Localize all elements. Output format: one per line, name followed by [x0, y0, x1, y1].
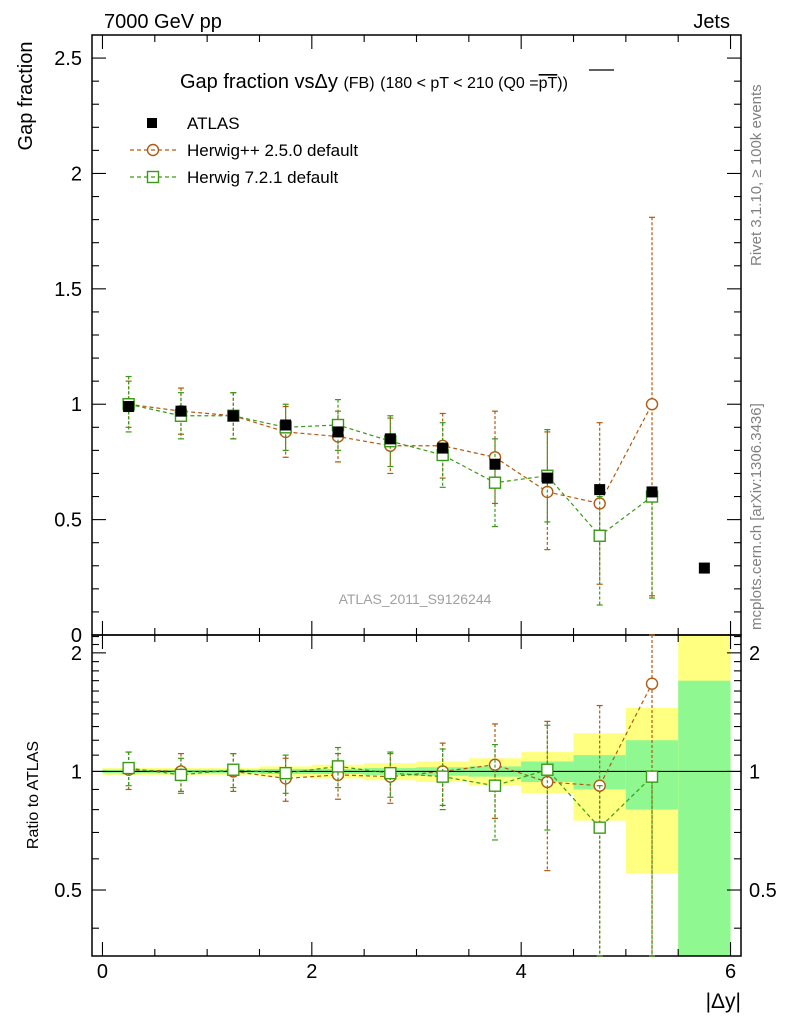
main-atlas-point — [227, 410, 239, 422]
legend-label-herwig7: Herwig 7.2.1 default — [187, 168, 338, 187]
rivet-version-label: Rivet 3.1.10, ≥ 100k events — [748, 84, 765, 266]
main-ytick-label: 2 — [71, 163, 82, 185]
main-ytick-label: 2.5 — [54, 48, 82, 70]
legend-label-herwigpp: Herwig++ 2.5.0 default — [187, 141, 358, 160]
ratio-xlabel: |Δy| — [706, 990, 741, 1013]
mcplots-reference-label: mcplots.cern.ch [arXiv:1306.3436] — [748, 403, 765, 630]
header-energy-label: 7000 GeV pp — [104, 11, 222, 33]
main-atlas-point — [280, 419, 292, 431]
ratio-herwig7-line — [128, 765, 653, 829]
main-atlas-point — [123, 401, 135, 413]
legend-marker-herwig7 — [146, 170, 160, 184]
main-herwig7-point — [593, 529, 606, 542]
ratio-xtick-label: 4 — [516, 961, 527, 983]
ratio-herwig7-point — [645, 770, 659, 783]
title-pt: pT — [539, 75, 558, 92]
ratio-ytick-label: 1 — [71, 761, 82, 783]
main-atlas-point — [384, 433, 396, 445]
analysis-watermark: ATLAS_2011_S9126244 — [339, 591, 492, 607]
ratio-ytick-label-right: 2 — [749, 643, 760, 665]
ratio-ytick-label: 2 — [71, 643, 82, 665]
main-atlas-point — [646, 486, 658, 498]
title-fb: (FB) — [343, 75, 374, 92]
main-herwig7-point — [488, 476, 502, 489]
ratio-herwig7-point — [384, 766, 397, 780]
ratio-herwig7-point — [227, 763, 240, 776]
header-process-label: Jets — [693, 11, 730, 33]
ratio-herwig7-point — [331, 760, 345, 773]
ratio-herwigpp-point — [645, 677, 659, 690]
ratio-xtick-label: 2 — [306, 961, 317, 983]
axis-ticks: 00.511.522.50 2 4 60.5 0.51 12 2 — [54, 35, 777, 983]
legend-marker-herwigpp — [146, 143, 160, 157]
main-atlas-point — [541, 472, 553, 484]
ratio-xtick-label: 0 — [97, 961, 108, 983]
main-atlas-point — [332, 426, 344, 438]
ratio-xtick-label: 6 — [725, 961, 736, 983]
ratio-herwig7-point — [174, 768, 188, 782]
ratio-herwig7-point — [122, 761, 135, 775]
title-main: Gap fraction vs — [180, 71, 315, 93]
ratio-band-green — [678, 680, 731, 956]
ratio-herwig7-point — [593, 821, 606, 834]
ratio-ylabel: Ratio to ATLAS — [25, 741, 42, 849]
legend-label-atlas: ATLAS — [187, 114, 240, 133]
ratio-herwig7-point — [436, 770, 449, 783]
ratio-herwig7-point — [541, 763, 554, 776]
title-range: (180 < pT < 210 (Q0 = — [380, 75, 538, 92]
main-herwigpp-line — [128, 403, 653, 505]
plot-title: Gap fraction vsΔy (FB) (180 < pT < 210 (… — [180, 71, 568, 93]
title-delta: Δy — [315, 71, 338, 93]
data-series — [122, 216, 710, 957]
legend: ATLAS Herwig++ 2.5.0 default Herwig 7.2.… — [130, 114, 358, 187]
ratio-herwig7-point — [488, 779, 502, 792]
main-ylabel: Gap fraction — [15, 42, 37, 151]
main-atlas-point — [594, 484, 606, 496]
main-ytick-label: 0.5 — [54, 510, 82, 532]
main-atlas-point — [437, 442, 449, 454]
ratio-uncertainty-bands — [92, 635, 741, 956]
main-ytick-label: 1 — [71, 394, 82, 416]
ratio-ytick-label: 0.5 — [54, 880, 82, 902]
ratio-ytick-label-right: 0.5 — [749, 880, 777, 902]
main-ytick-label: 1.5 — [54, 279, 82, 301]
main-ytick-label: 0 — [71, 625, 82, 647]
main-herwigpp-point — [645, 398, 659, 411]
main-atlas-point — [175, 405, 187, 417]
ratio-ytick-label-right: 1 — [749, 761, 760, 783]
main-atlas-point — [489, 458, 501, 470]
ratio-herwig7-point — [279, 766, 292, 780]
title-close: )) — [557, 75, 568, 92]
legend-marker-atlas — [147, 118, 157, 128]
main-atlas-point — [698, 562, 710, 574]
